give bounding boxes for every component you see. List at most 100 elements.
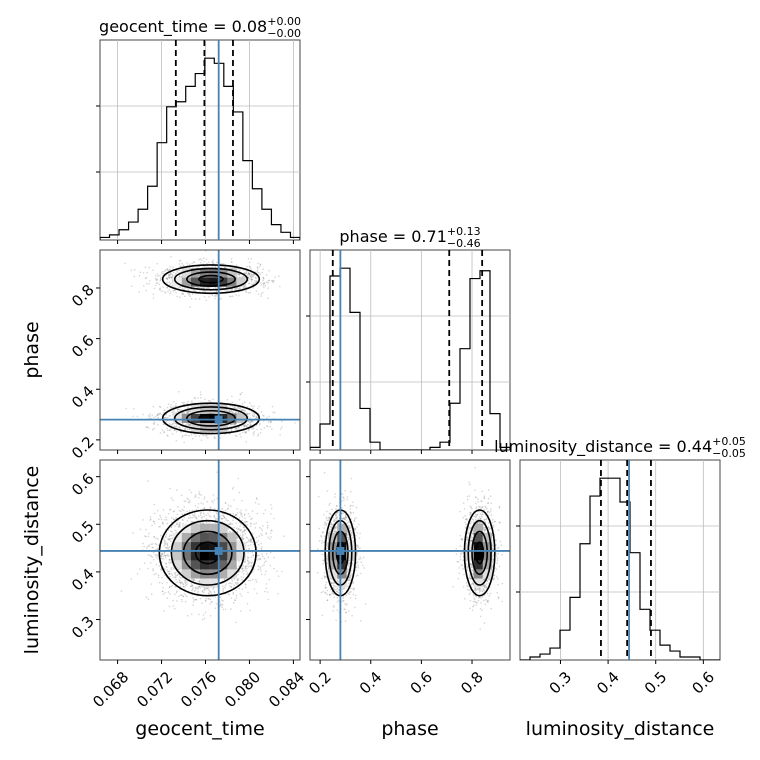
sample-point — [186, 411, 188, 414]
sample-point — [235, 294, 237, 296]
sample-point — [271, 280, 273, 282]
sample-point — [264, 590, 266, 593]
sample-point — [224, 502, 227, 504]
sample-point — [256, 559, 259, 561]
sample-point — [155, 537, 157, 540]
sample-point — [155, 556, 157, 558]
sample-point — [170, 568, 173, 571]
sample-point — [144, 277, 147, 280]
hist-title-geocent_time: geocent_time = 0.08+0.00 −0.00 — [99, 15, 301, 40]
sample-point — [181, 581, 183, 583]
sample-point — [241, 570, 244, 573]
sample-point — [183, 401, 185, 404]
sample-point — [269, 425, 271, 428]
sample-point — [257, 435, 259, 437]
sample-point — [250, 540, 253, 543]
sample-point — [181, 262, 183, 265]
sample-point — [168, 274, 170, 277]
sample-point — [264, 284, 267, 287]
sample-point — [244, 272, 247, 275]
sample-point — [234, 407, 236, 409]
sample-point — [179, 275, 181, 278]
sample-point — [239, 407, 241, 410]
sample-point — [167, 547, 170, 549]
sample-point — [248, 282, 250, 285]
sample-point — [149, 519, 151, 521]
sample-point — [191, 578, 193, 580]
sample-point — [176, 522, 178, 524]
sample-point — [246, 572, 249, 574]
sample-point — [163, 416, 166, 419]
sample-point — [260, 284, 263, 286]
sample-point — [235, 287, 238, 290]
sample-point — [255, 290, 258, 293]
sample-point — [173, 429, 176, 432]
sample-point — [236, 536, 239, 538]
sample-point — [142, 542, 144, 545]
sample-point — [172, 406, 174, 408]
sample-point — [232, 591, 235, 594]
sample-point — [249, 275, 252, 277]
sample-point — [238, 491, 241, 494]
sample-point — [158, 565, 160, 567]
sample-point — [247, 272, 250, 275]
sample-point — [166, 542, 169, 545]
sample-point — [242, 538, 245, 540]
sample-point — [178, 509, 181, 512]
sample-point — [208, 589, 210, 592]
sample-point — [235, 589, 237, 592]
density-cell — [181, 277, 192, 287]
sample-point — [182, 595, 184, 598]
sample-point — [230, 423, 232, 426]
sample-point — [152, 568, 154, 570]
sample-point — [230, 410, 232, 412]
sample-point — [142, 519, 144, 521]
sample-point — [227, 528, 230, 530]
sample-point — [277, 575, 280, 577]
sample-point — [168, 572, 170, 575]
sample-point — [167, 403, 170, 406]
sample-point — [198, 258, 200, 261]
sample-point — [195, 516, 197, 519]
sample-point — [211, 265, 214, 268]
sample-point — [200, 439, 203, 442]
sample-point — [192, 579, 194, 581]
sample-point — [177, 525, 180, 528]
sample-point — [192, 578, 195, 581]
sample-point — [230, 597, 233, 599]
sample-point — [180, 409, 182, 411]
sample-point — [168, 423, 171, 425]
sample-point — [234, 423, 236, 426]
sample-point — [260, 293, 263, 295]
sample-point — [270, 529, 273, 532]
sample-point — [237, 582, 239, 585]
sample-point — [203, 496, 206, 498]
sample-point — [168, 538, 171, 541]
sample-point — [211, 294, 214, 297]
sample-point — [173, 429, 176, 432]
sample-point — [252, 276, 255, 278]
sample-point — [176, 423, 179, 426]
sample-point — [258, 558, 260, 560]
sample-point — [208, 592, 210, 594]
sample-point — [182, 583, 184, 585]
sample-point — [262, 278, 265, 280]
sample-point — [221, 287, 223, 289]
sample-point — [158, 581, 161, 584]
sample-point — [224, 433, 226, 436]
sample-point — [259, 264, 262, 266]
sample-point — [225, 286, 227, 289]
sample-point — [197, 503, 200, 505]
sample-point — [169, 265, 171, 268]
sample-point — [236, 508, 239, 510]
sample-point — [174, 593, 176, 596]
sample-point — [186, 262, 188, 264]
sample-point — [245, 272, 247, 275]
sample-point — [265, 583, 268, 585]
sample-point — [222, 608, 225, 611]
sample-point — [203, 507, 205, 510]
sample-point — [266, 521, 269, 523]
sample-point — [231, 411, 233, 413]
sample-point — [209, 598, 212, 601]
sample-point — [147, 415, 150, 417]
